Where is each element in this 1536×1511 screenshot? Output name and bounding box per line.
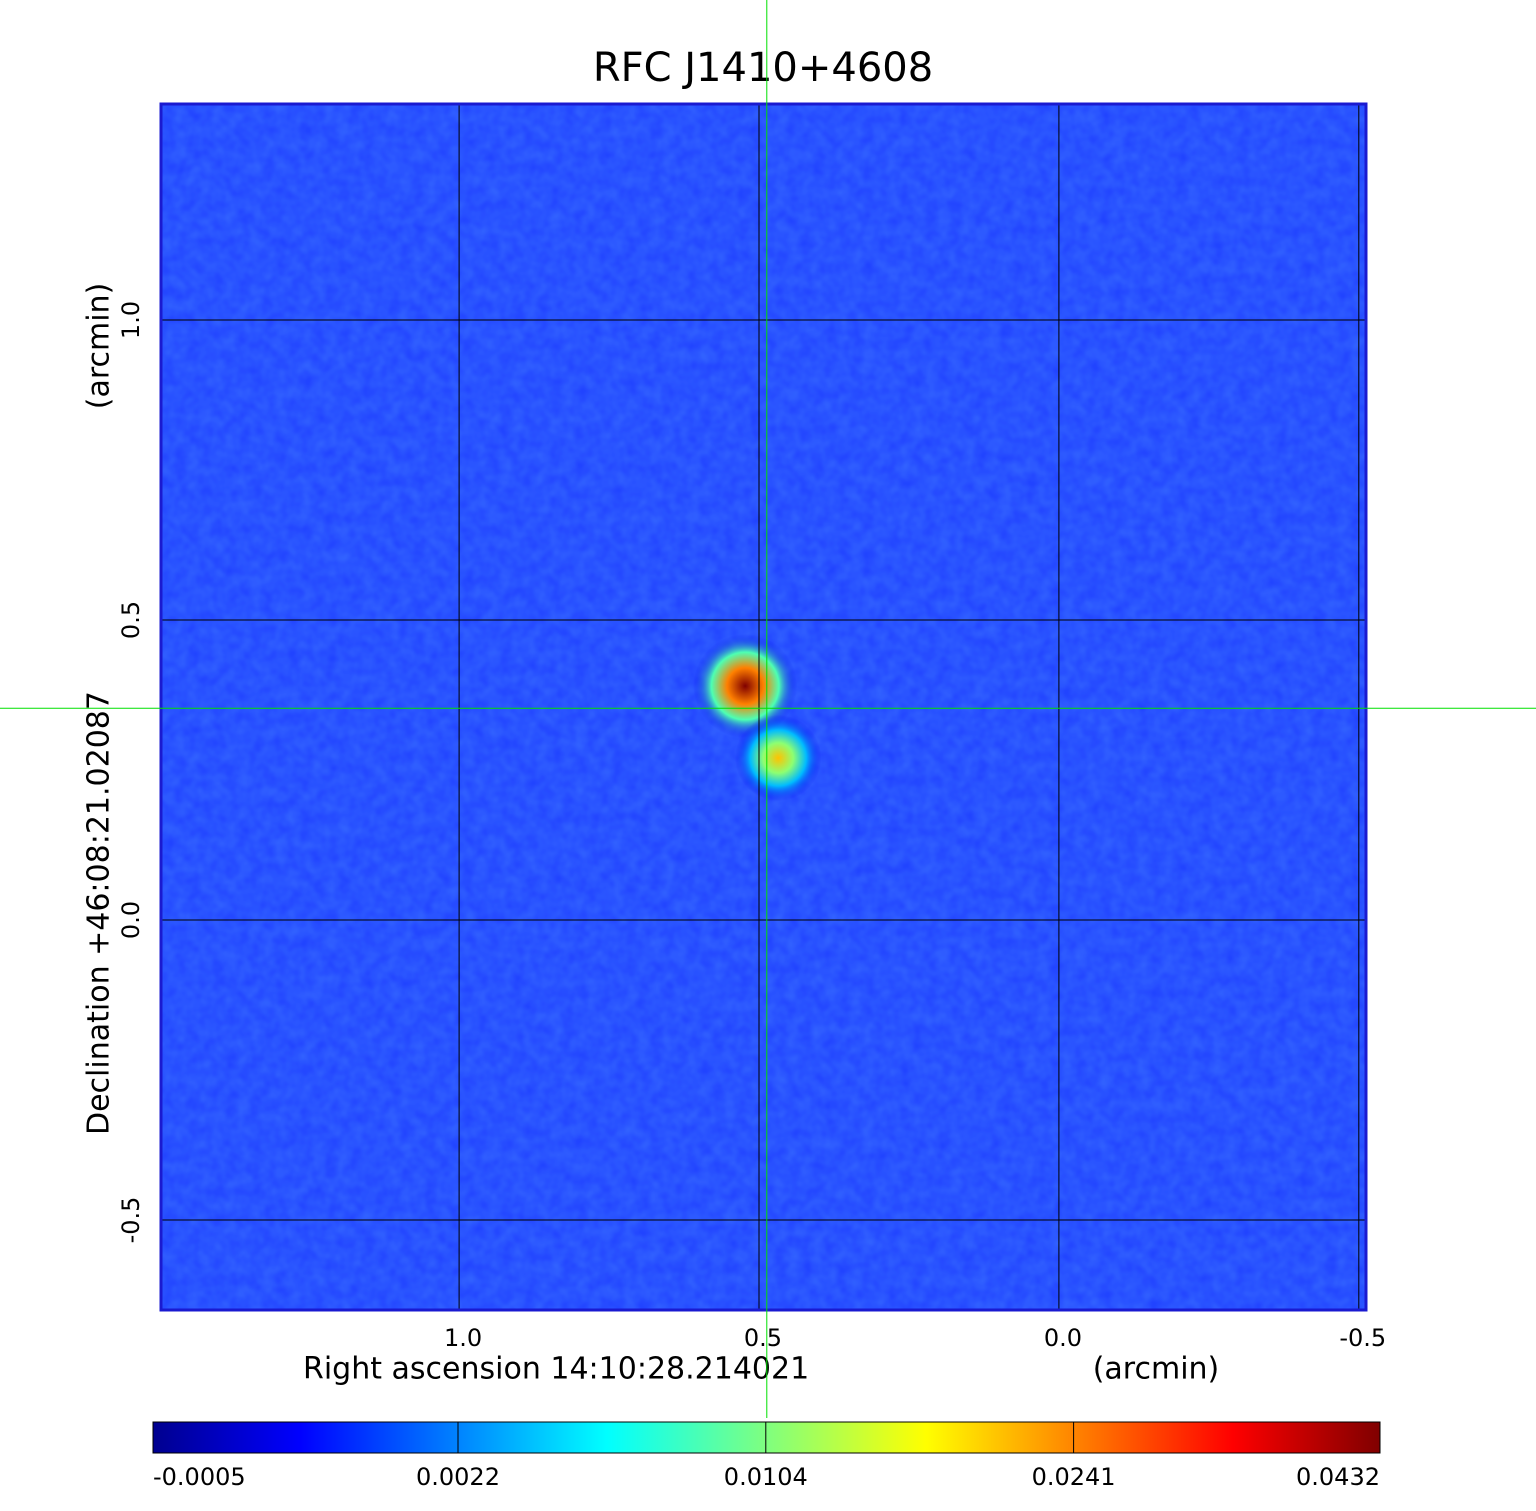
- y-axis-unit: (arcmin): [82, 283, 117, 410]
- colorbar-tick-label: 0.0241: [1032, 1463, 1116, 1491]
- y-tick-label: 1.0: [117, 301, 145, 339]
- y-tick-label: 0.5: [117, 601, 145, 639]
- colorbar-tick-label: 0.0432: [1296, 1463, 1380, 1491]
- x-tick-label: -0.5: [1339, 1324, 1386, 1352]
- colorbar-tick-label: 0.0104: [724, 1463, 808, 1491]
- y-tick-label: -0.5: [117, 1197, 145, 1244]
- colorbar: [152, 1421, 1381, 1454]
- colorbar-tick-label: -0.0005: [153, 1463, 246, 1491]
- colorbar-tick-label: 0.0022: [416, 1463, 500, 1491]
- x-axis-unit: (arcmin): [1093, 1352, 1220, 1387]
- source: [735, 714, 822, 802]
- y-axis-label: Declination +46:08:21.02087: [82, 691, 117, 1135]
- x-tick-label: 0.5: [744, 1324, 782, 1352]
- source: [693, 634, 798, 738]
- x-axis-label: Right ascension 14:10:28.214021: [303, 1352, 809, 1387]
- plot-frame: [159, 102, 1368, 1312]
- chart-title: RFC J1410+4608: [593, 45, 933, 91]
- x-tick-label: 1.0: [444, 1324, 482, 1352]
- x-tick-label: 0.0: [1044, 1324, 1082, 1352]
- y-tick-label: 0.0: [117, 901, 145, 939]
